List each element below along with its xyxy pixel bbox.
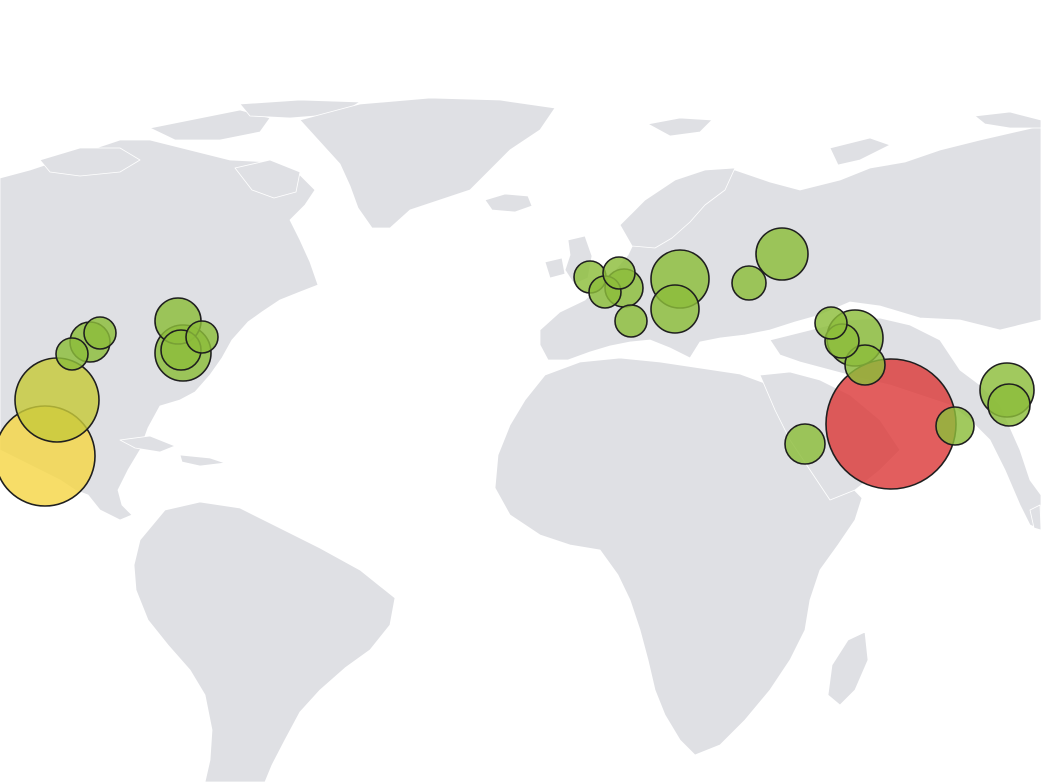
map-bubble-eu-kyiv[interactable] xyxy=(731,265,767,301)
land-novaya-zemlya xyxy=(829,137,891,166)
map-bubble-eu-amsterdam[interactable] xyxy=(602,256,636,290)
land-cuba xyxy=(119,435,176,453)
map-bubble-me-karachi[interactable] xyxy=(935,406,975,446)
land-arctic-russia-isle xyxy=(974,111,1041,129)
land-madagascar xyxy=(827,631,869,706)
land-hispaniola xyxy=(179,454,226,467)
land-arctic-islands-a xyxy=(39,147,141,177)
map-bubble-eu-moscow[interactable] xyxy=(755,227,809,281)
land-south-america xyxy=(133,501,396,782)
map-bubble-me-tabriz[interactable] xyxy=(814,306,848,340)
map-bubble-eu-milan[interactable] xyxy=(614,304,648,338)
land-iceland xyxy=(484,193,533,213)
map-bubble-asia-delhi-b[interactable] xyxy=(987,383,1031,427)
map-bubble-us-west-seattle-b[interactable] xyxy=(83,316,117,350)
map-bubble-me-baghdad[interactable] xyxy=(844,344,886,386)
bubble-layer xyxy=(0,227,1035,507)
map-bubble-eu-vienna[interactable] xyxy=(650,284,700,334)
map-bubble-us-east-boston[interactable] xyxy=(185,320,219,354)
map-bubble-us-west-portland[interactable] xyxy=(55,337,89,371)
land-sri-lanka xyxy=(1029,504,1041,531)
land-svalbard xyxy=(647,117,713,137)
land-arctic-islands-b xyxy=(149,109,271,141)
land-baffin xyxy=(234,159,301,199)
land-greenland xyxy=(299,97,556,229)
land-scandinavia xyxy=(619,167,736,249)
land-ireland xyxy=(544,257,566,279)
map-bubble-me-jeddah[interactable] xyxy=(784,423,826,465)
map-bubble-us-west-sf[interactable] xyxy=(14,357,100,443)
